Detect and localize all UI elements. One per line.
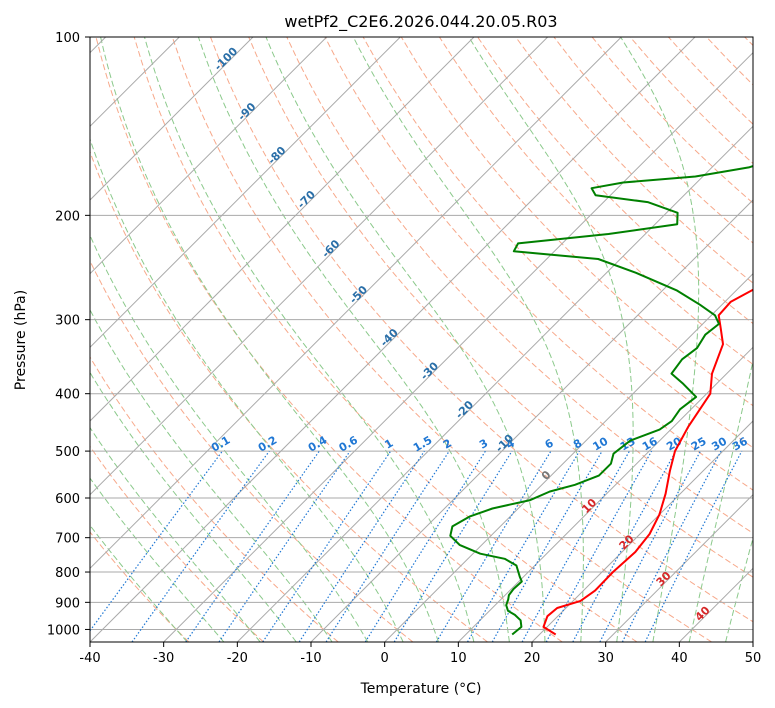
mixing-ratio-line	[393, 450, 513, 642]
x-tick-label: 50	[745, 651, 762, 666]
y-tick-label: 800	[55, 566, 80, 581]
mixing-ratio-line	[218, 450, 351, 642]
moist-adiabat	[144, 37, 475, 642]
mixing-ratio-line	[621, 450, 722, 642]
mixing-ratio-line	[545, 450, 653, 642]
dry-adiabat	[133, 37, 638, 642]
x-axis-label: Temperature (°C)	[360, 681, 482, 697]
moist-adiabat	[90, 524, 188, 642]
moist-adiabat	[688, 358, 753, 642]
isotherm	[90, 37, 475, 422]
x-tick-label: -20	[227, 651, 248, 666]
mixing-ratio-line	[185, 450, 320, 642]
isotherm	[90, 37, 622, 570]
isotherm	[457, 346, 753, 642]
mixing-ratio-line	[644, 450, 743, 642]
x-tick-label: -40	[79, 651, 100, 666]
dry-adiabat	[438, 37, 753, 366]
mixing-ratio-line	[435, 450, 552, 642]
temperature-profile	[542, 288, 753, 636]
y-tick-label: 900	[55, 596, 80, 611]
y-axis-label: Pressure (hPa)	[13, 290, 29, 390]
y-tick-label: 300	[55, 314, 80, 329]
mixing-ratio-line	[521, 450, 631, 642]
moist-adiabat	[90, 477, 225, 642]
x-tick-label: 30	[597, 651, 614, 666]
isotherm	[90, 37, 696, 642]
mixing-ratio-line	[90, 450, 223, 632]
moist-adiabat	[468, 37, 634, 642]
moist-adiabat	[90, 137, 404, 642]
mixing-ratio-line	[131, 450, 270, 642]
chart-title: wetPf2_C2E6.2026.044.20.05.R03	[284, 12, 557, 32]
dry-adiabat	[90, 445, 264, 642]
y-tick-label: 200	[55, 209, 80, 224]
moist-adiabat	[620, 37, 700, 642]
isotherm	[163, 51, 753, 642]
y-tick-label: 100	[55, 31, 80, 46]
y-axis-ticks: 100 200 300 400 500 600 700 800 900 1000	[47, 31, 90, 638]
moist-adiabat	[197, 37, 510, 642]
isotherm	[90, 37, 328, 275]
moist-adiabat	[90, 426, 261, 642]
mixing-ratio-line	[572, 450, 677, 642]
mixing-ratio-line	[325, 450, 450, 642]
mixing-ratio-line	[262, 450, 392, 642]
isotherm	[384, 272, 753, 642]
y-tick-label: 1000	[47, 623, 80, 638]
isotherm	[605, 493, 753, 642]
moist-adiabat	[100, 37, 439, 642]
isotherm	[531, 420, 753, 642]
dry-adiabat	[95, 37, 563, 642]
plot-frame	[89, 36, 754, 643]
isotherm	[90, 37, 549, 496]
mixing-ratio-line	[298, 450, 425, 642]
y-tick-label: 700	[55, 532, 80, 547]
x-tick-label: -10	[300, 651, 321, 666]
dry-adiabat	[400, 37, 753, 407]
x-tick-label: 40	[671, 651, 688, 666]
moist-adiabat	[265, 37, 546, 642]
dry-adiabat	[90, 150, 488, 642]
dry-adiabat	[90, 531, 190, 642]
isotherm	[90, 37, 401, 349]
dry-adiabat	[210, 37, 753, 623]
mixing-ratio-line	[599, 450, 702, 642]
dry-adiabat	[248, 37, 753, 578]
x-tick-label: -30	[153, 651, 174, 666]
dry-adiabat	[515, 37, 753, 284]
moist-adiabat	[90, 371, 297, 642]
moist-adiabat	[352, 37, 584, 642]
moist-adiabat	[90, 234, 369, 642]
y-tick-label: 400	[55, 388, 80, 403]
mixing-ratio-line	[364, 450, 486, 642]
isotherm	[310, 199, 753, 642]
x-tick-label: 20	[524, 651, 541, 666]
sounding-profiles	[449, 164, 753, 636]
isotherm	[90, 37, 254, 201]
background-lines	[90, 37, 753, 642]
dewpoint-profile	[449, 164, 753, 636]
x-axis-ticks: -40 -30 -20 -10 0 10 20 30 40 50	[79, 642, 761, 666]
x-tick-label: 0	[381, 651, 389, 666]
isotherm	[236, 125, 753, 642]
y-tick-label: 500	[55, 445, 80, 460]
x-tick-label: 10	[450, 651, 467, 666]
y-tick-label: 600	[55, 492, 80, 507]
